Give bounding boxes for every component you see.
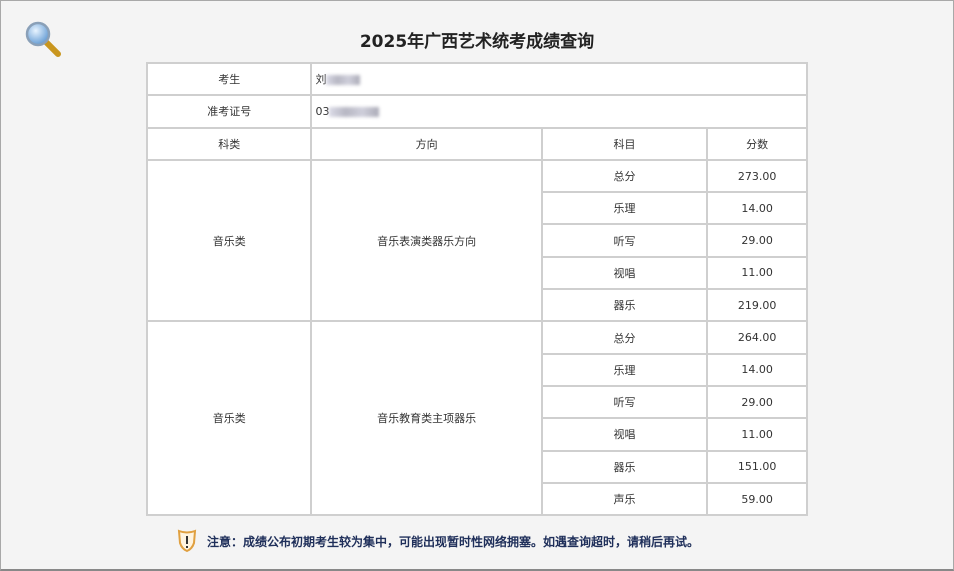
student-label: 考生 [145, 61, 313, 97]
header-subject: 科目 [540, 126, 709, 161]
subject-cell: 乐理 [540, 191, 709, 226]
table-row: 准考证号 03 [145, 94, 808, 129]
score-cell: 264.00 [706, 320, 808, 355]
score-cell: 151.00 [706, 449, 808, 484]
id-number: 03 [315, 104, 330, 118]
subject-cell: 总分 [540, 158, 709, 194]
subject-cell: 听写 [540, 384, 709, 420]
table-row: 乐理 14.00 [147, 191, 808, 226]
header-score: 分数 [706, 126, 808, 161]
header-direction: 方向 [310, 126, 543, 161]
score-cell: 11.00 [706, 255, 808, 291]
warning-shield-icon [177, 529, 197, 553]
table-row: 听写 29.00 [147, 384, 808, 420]
score-cell: 219.00 [706, 288, 808, 323]
page-title: 2025年广西艺术统考成绩查询 [359, 32, 595, 52]
table-row: 视唱 11.00 [147, 255, 808, 291]
score-table: 考生刘 准考证号 03 科类 方向 科目 分数 音乐类 音乐表演类器乐方向 总分 273.00… [145, 61, 808, 517]
table-row: 乐理 14.00 [147, 352, 808, 387]
table-row: 器乐 219.00 [147, 288, 808, 323]
direction-cell: 音乐表演类器乐方向 [310, 158, 543, 323]
score-cell: 59.00 [706, 481, 808, 517]
category-cell: 音乐类 [145, 320, 313, 517]
score-cell: 14.00 [706, 191, 808, 226]
subject-cell: 听写 [540, 223, 709, 258]
notice-text: 注意：成绩公布初期考生较为集中，可能出现暂时性网络拥塞。如遇查询超时，请稍后再试… [207, 534, 700, 549]
score-cell: 29.00 [706, 384, 808, 420]
score-cell: 273.00 [706, 158, 808, 194]
search-icon [25, 21, 61, 57]
table-row: 声乐 59.00 [147, 481, 808, 517]
table-row: 器乐 151.00 [147, 449, 808, 484]
table-row: 视唱 11.00 [147, 417, 808, 452]
notice: 注意：成绩公布初期考生较为集中，可能出现暂时性网络拥塞。如遇查询超时，请稍后再试… [177, 529, 699, 553]
redacted-blur [326, 75, 361, 86]
table-row: 音乐类 音乐表演类器乐方向 总分 273.00 [145, 158, 808, 323]
subject-cell: 器乐 [540, 288, 709, 323]
table-row: 听写 29.00 [147, 223, 808, 258]
id-label: 准考证号 [145, 94, 313, 129]
student-name: 刘 [315, 73, 327, 87]
score-cell: 11.00 [706, 417, 808, 452]
direction-cell: 音乐教育类主项器乐 [310, 320, 543, 517]
score-cell: 14.00 [706, 352, 808, 387]
category-cell: 音乐类 [145, 158, 313, 323]
subject-cell: 声乐 [540, 481, 709, 517]
subject-cell: 器乐 [540, 449, 709, 484]
header-category: 科类 [145, 126, 313, 161]
score-cell: 29.00 [706, 223, 808, 258]
subject-cell: 乐理 [540, 352, 709, 387]
header-row: 科类 方向 科目 分数 [145, 126, 808, 161]
table-row: 考生刘 [145, 61, 808, 97]
table-row: 音乐类 音乐教育类主项器乐 总分 264.00 [145, 320, 808, 517]
subject-cell: 视唱 [540, 417, 709, 452]
redacted-blur [329, 106, 380, 117]
subject-cell: 视唱 [540, 255, 709, 291]
subject-cell: 总分 [540, 320, 709, 355]
